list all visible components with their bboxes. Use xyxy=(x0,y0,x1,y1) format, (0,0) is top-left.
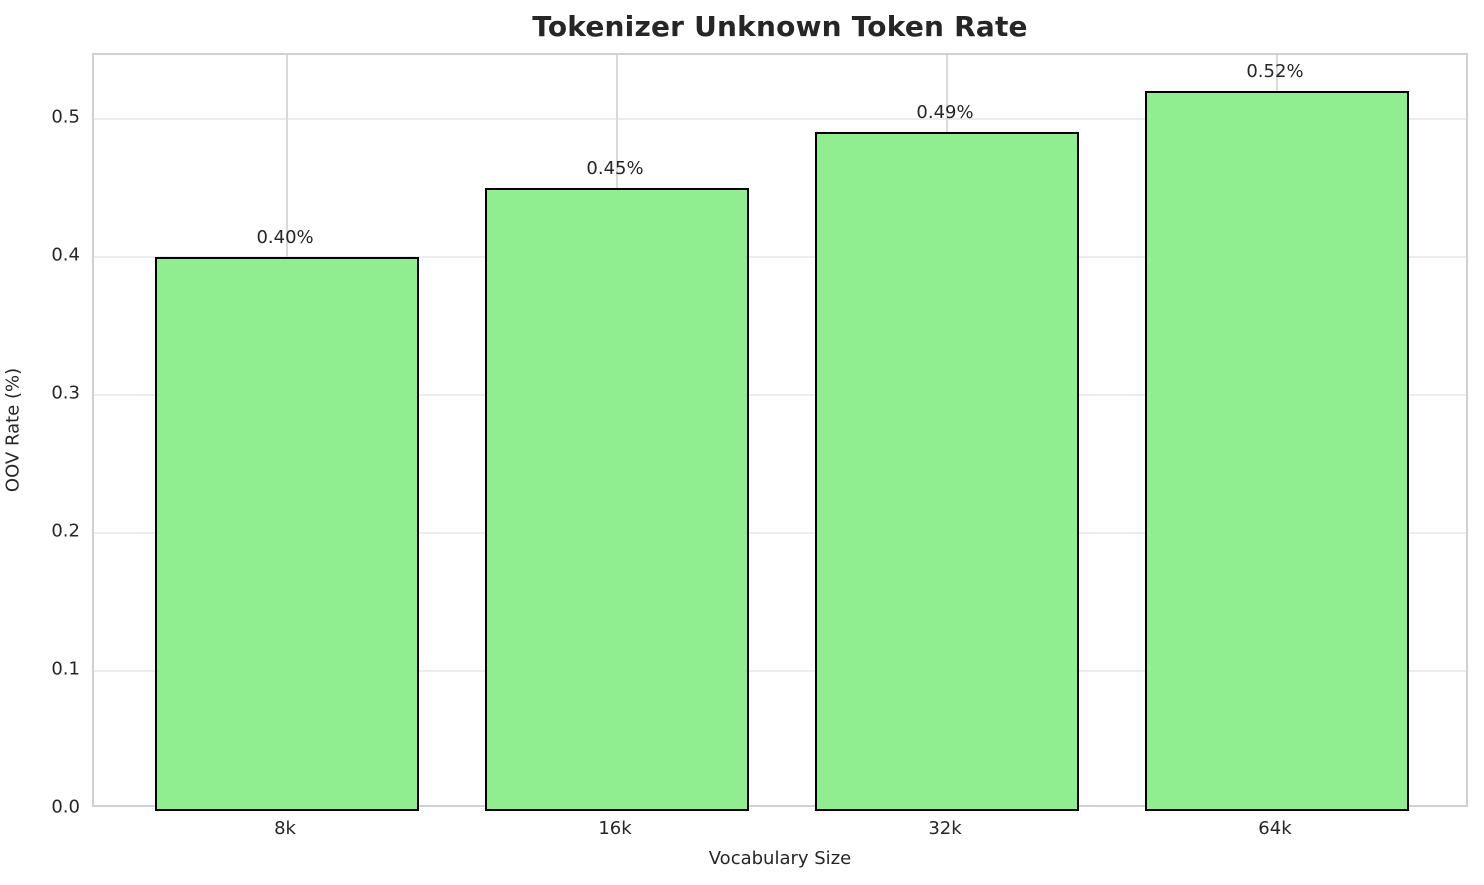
x-axis-label: Vocabulary Size xyxy=(708,848,852,869)
bar-32k xyxy=(814,132,1079,811)
y-tick-label-0.4: 0.4 xyxy=(51,244,80,266)
bar-8k xyxy=(155,256,419,811)
y-tick-label-0.3: 0.3 xyxy=(51,382,80,404)
bar-16k xyxy=(485,187,749,811)
y-tick-label-0.0: 0.0 xyxy=(51,796,80,818)
bar-value-label-64k: 0.52% xyxy=(1246,60,1304,82)
plot-area xyxy=(92,53,1468,811)
gridline-y-0.2 xyxy=(94,531,1466,534)
bar-value-label-8k: 0.40% xyxy=(256,226,314,248)
gridline-y-0.4 xyxy=(94,255,1466,258)
x-tick-label-16k: 16k xyxy=(598,818,632,839)
x-tick-label-64k: 64k xyxy=(1258,818,1292,839)
y-axis-label: OOV Rate (%) xyxy=(2,367,24,493)
y-tick-label-0.2: 0.2 xyxy=(51,520,80,542)
gridline-y-0.1 xyxy=(94,669,1466,672)
x-tick-label-8k: 8k xyxy=(274,818,296,839)
gridline-y-0.5 xyxy=(94,117,1466,120)
bar-value-label-32k: 0.49% xyxy=(916,102,974,124)
bar-value-label-16k: 0.45% xyxy=(586,157,644,179)
gridline-y-0.3 xyxy=(94,393,1466,396)
bar-64k xyxy=(1144,90,1409,811)
y-tick-label-0.5: 0.5 xyxy=(51,106,80,128)
chart-title: Tokenizer Unknown Token Rate xyxy=(532,10,1028,43)
y-tick-label-0.1: 0.1 xyxy=(51,658,80,680)
x-tick-label-32k: 32k xyxy=(928,818,962,839)
